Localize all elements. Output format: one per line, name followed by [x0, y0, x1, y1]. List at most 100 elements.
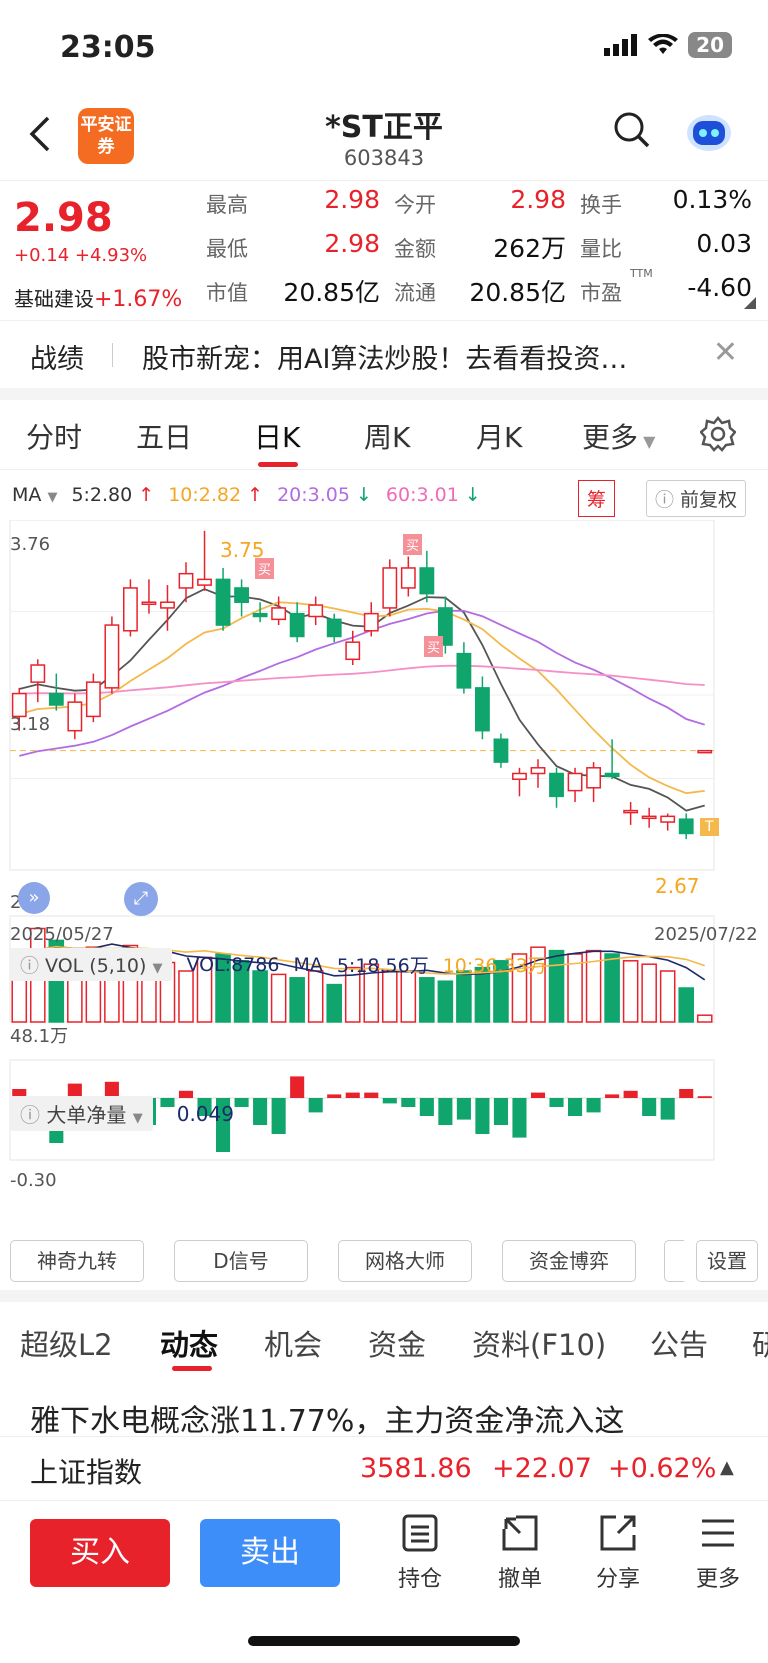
share-button[interactable]: 分享 — [578, 1513, 658, 1593]
more-label: 更多 — [695, 1567, 740, 1592]
chevron-down-icon: ▼ — [152, 961, 163, 976]
volume-y-label: 48.1万 — [10, 1026, 69, 1047]
news-ticker[interactable]: 战绩 股市新宠：用AI算法炒股！去看看投资… ✕ — [0, 320, 768, 386]
tab-weekly-k[interactable]: 周K — [364, 421, 411, 454]
quote-label: 今开 — [394, 193, 436, 217]
volume-bar — [252, 970, 268, 1023]
tab-monthly-k[interactable]: 月K — [476, 421, 523, 454]
ticker-tag: 战绩 — [30, 344, 84, 375]
candle-body — [104, 624, 120, 689]
tab-capital[interactable]: 资金 — [368, 1328, 427, 1362]
big-order-bar — [697, 1096, 712, 1098]
buy-button[interactable]: 买入 — [30, 1519, 170, 1587]
big-order-bar — [605, 1094, 620, 1098]
kline-chart[interactable] — [0, 520, 768, 1240]
indicator-button-d-signal[interactable]: D信号 — [174, 1240, 308, 1282]
gear-icon[interactable] — [700, 416, 736, 452]
big-order-bar — [327, 1094, 342, 1098]
candle-body — [641, 815, 657, 820]
tab-research[interactable]: 研 — [752, 1328, 768, 1362]
status-bar: 23:05 20 — [0, 0, 768, 96]
index-name: 上证指数 — [30, 1456, 143, 1489]
candle-body — [178, 572, 194, 589]
last-price: 2.98 — [14, 195, 113, 241]
chevron-up-icon[interactable]: ▲ — [720, 1457, 734, 1478]
ma-legend: MA ▼ 5:2.80 ↑ 10:2.82 ↑ 20:3.05 ↓ 60:3.0… — [12, 484, 481, 506]
chip-distribution-button[interactable]: 筹 — [578, 480, 616, 517]
sector-info[interactable]: 基础建设+1.67% — [14, 283, 182, 312]
candle-body — [326, 618, 342, 638]
candle-body — [160, 601, 175, 609]
big-order-bar — [234, 1098, 249, 1107]
volume-bar — [474, 966, 491, 1023]
indicator-button-partial[interactable] — [664, 1240, 684, 1282]
share-icon — [600, 1515, 636, 1551]
ticker-divider — [112, 343, 113, 367]
sector-name: 基础建设 — [14, 287, 94, 311]
big-order-bar — [290, 1076, 305, 1098]
big-order-bar — [12, 1089, 27, 1098]
big-order-bar — [104, 1081, 119, 1098]
search-icon[interactable] — [612, 110, 652, 150]
fullscreen-icon[interactable]: ⤢ — [124, 882, 158, 916]
expand-left-icon[interactable]: » — [18, 882, 50, 914]
more-icon — [702, 1519, 734, 1547]
price-change: +0.14 +4.93% — [14, 245, 148, 266]
tab-super-l2[interactable]: 超级L2 — [20, 1328, 113, 1362]
news-headline[interactable]: 雅下水电概念涨11.77%，主力资金净流入这 — [30, 1404, 625, 1436]
indicator-button-nine-turn[interactable]: 神奇九转 — [10, 1240, 144, 1282]
sell-button[interactable]: 卖出 — [200, 1519, 340, 1587]
period-tabs: 分时 五日 日K 周K 月K 更多 ▼ — [0, 400, 768, 470]
tab-announcement[interactable]: 公告 — [650, 1328, 709, 1362]
candle-body — [604, 772, 620, 778]
close-icon[interactable]: ✕ — [712, 335, 738, 370]
indicator-button-grid-master[interactable]: 网格大师 — [338, 1240, 472, 1282]
candle-body — [586, 767, 601, 789]
volume-bar — [178, 970, 194, 1023]
adjust-mode-button[interactable]: ⓘ 前复权 — [646, 480, 747, 517]
low-marker: 2.67 — [655, 874, 700, 898]
back-icon[interactable] — [28, 114, 52, 154]
date-start: 2025/05/27 — [10, 924, 114, 945]
candle-body — [271, 607, 287, 621]
candle-body — [215, 578, 231, 626]
wifi-icon — [648, 34, 679, 54]
tab-minute[interactable]: 分时 — [26, 421, 83, 454]
cancel-order-button[interactable]: 撤单 — [480, 1513, 560, 1593]
quote-label: 量比 — [580, 237, 622, 261]
big-order-bar — [364, 1092, 379, 1098]
position-button[interactable]: 持仓 — [380, 1513, 460, 1593]
big-order-bar — [216, 1098, 231, 1152]
ma-selector[interactable]: MA ▼ — [12, 484, 57, 506]
volume-ma-label: MA — [293, 953, 323, 976]
tab-f10[interactable]: 资料(F10) — [472, 1328, 607, 1362]
status-time: 23:05 — [60, 30, 156, 65]
indicator-button-capital-game[interactable]: 资金博弈 — [502, 1240, 636, 1282]
tab-daily-k[interactable]: 日K — [254, 421, 301, 454]
volume-bar — [437, 980, 454, 1023]
robot-assistant-icon[interactable] — [684, 106, 734, 156]
y-axis-top-label: 3.76 — [10, 534, 51, 555]
volume-bar — [622, 960, 639, 1023]
volume-ma5: 5:18.56万 — [336, 955, 429, 977]
ttm-superscript: TTM — [630, 267, 653, 280]
tab-five-day[interactable]: 五日 — [136, 421, 193, 454]
volume-indicator-selector[interactable]: ⓘ VOL (5,10) ▼ — [10, 948, 173, 981]
chevron-down-icon: ▼ — [47, 490, 58, 505]
volume-indicator-label: VOL (5,10) — [45, 955, 147, 977]
index-bar[interactable]: 上证指数 3581.86 +22.07 +0.62% ▲ — [0, 1436, 768, 1498]
big-order-selector[interactable]: ⓘ 大单净量 ▼ — [10, 1096, 153, 1131]
candle-body — [67, 701, 83, 732]
volume-bar — [326, 983, 343, 1023]
tab-news[interactable]: 动态 — [160, 1328, 219, 1362]
tab-opportunity[interactable]: 机会 — [264, 1328, 323, 1362]
candle-body — [197, 578, 212, 586]
indicator-settings-button[interactable]: 设置 — [696, 1240, 758, 1282]
more-button[interactable]: 更多 — [678, 1513, 758, 1593]
ticker-message[interactable]: 股市新宠：用AI算法炒股！去看看投资… — [142, 344, 628, 375]
quote-value: 2.98 — [324, 185, 380, 214]
big-order-bar — [178, 1090, 194, 1098]
candle-body — [48, 692, 64, 706]
expand-corner-icon[interactable] — [744, 297, 756, 309]
tab-more[interactable]: 更多 ▼ — [582, 416, 655, 456]
